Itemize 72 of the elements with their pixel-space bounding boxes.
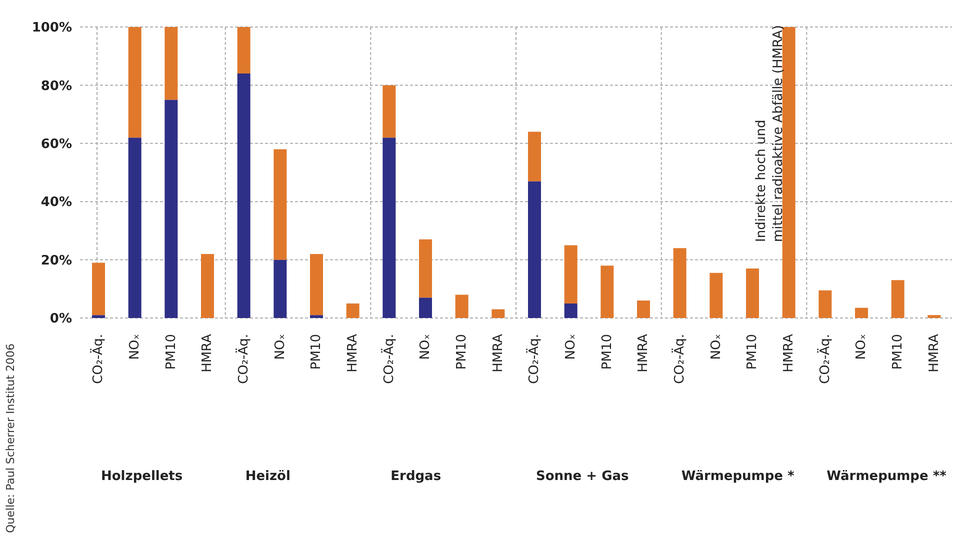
bar [891, 280, 904, 318]
bar [528, 181, 541, 318]
bar [564, 303, 578, 318]
x-tick-label: NOₓ [272, 334, 288, 360]
bar [310, 315, 323, 318]
y-tick-label: 60% [40, 137, 72, 152]
y-tick-label: 100% [32, 20, 72, 36]
bar [600, 266, 614, 318]
bar [346, 303, 360, 318]
bar [382, 85, 396, 138]
bar [237, 74, 250, 318]
x-tick-label: PM10 [454, 334, 470, 370]
x-tick-label: CO₂-Äq. [380, 334, 397, 384]
bar [673, 248, 686, 318]
x-tick-label: NOₓ [564, 334, 578, 360]
text: Holzpellets [101, 469, 183, 484]
text: Heizöl [245, 469, 290, 484]
x-tick-label: PM10 [600, 334, 615, 370]
bar [782, 27, 796, 318]
x-tick-label: NOₓ [418, 334, 434, 360]
y-tick-label: 80% [40, 78, 72, 94]
x-tick-label: HMRA [200, 334, 216, 372]
bar [274, 260, 287, 318]
x-tick-label: HMRA [782, 334, 796, 372]
bar [201, 254, 214, 318]
bar [128, 138, 142, 318]
bar [164, 100, 178, 318]
bar [419, 239, 432, 298]
annotation: Indirekte hoch und mittel radioaktive Abfälle (HMRA) [754, 25, 786, 242]
y-tick-label: 40% [40, 195, 72, 210]
x-tick-label: HMRA [490, 334, 506, 372]
bar [818, 290, 832, 318]
text: Erdgas [390, 469, 442, 484]
bar [237, 27, 250, 74]
x-tick-label: PM10 [745, 334, 760, 370]
text: Wärmepumpe * [681, 469, 795, 484]
bar [164, 27, 178, 100]
x-tick-label: PM10 [890, 334, 906, 370]
bar [528, 132, 541, 182]
x-tick-label: HMRA [926, 334, 942, 372]
x-tick-label: HMRA [346, 334, 360, 372]
x-tick-label: NOₓ [854, 334, 870, 360]
x-tick-label: NOₓ [128, 334, 142, 360]
bar [928, 315, 941, 318]
bar [382, 138, 396, 318]
bar [710, 272, 723, 318]
x-tick-label: CO₂-Äq. [672, 334, 688, 384]
x-tick-label: NOₓ [708, 334, 724, 360]
bar [128, 27, 142, 138]
text: Wärmepumpe ** [826, 469, 947, 484]
source-note: Quelle: Paul Scherrer Institut 2006 [4, 344, 17, 533]
x-tick-label: PM10 [164, 334, 179, 370]
bar [855, 308, 868, 318]
x-tick-label: PM10 [309, 334, 324, 370]
x-tick-label: CO₂-Äq. [526, 334, 542, 384]
x-tick-label: HMRA [636, 334, 652, 372]
bar [419, 298, 432, 318]
x-tick-label: CO₂-Äq. [236, 334, 252, 384]
bar [274, 149, 287, 260]
bar [310, 254, 323, 316]
bar [492, 309, 505, 318]
text: Sonne + Gas [536, 469, 630, 484]
bar [746, 268, 759, 318]
bar [564, 245, 578, 304]
bar [455, 294, 468, 318]
y-tick-label: 20% [40, 253, 72, 268]
bar [92, 315, 105, 318]
bar [92, 262, 105, 316]
x-tick-label: CO₂-Äq. [816, 334, 833, 384]
y-tick-label: 0% [50, 312, 72, 327]
bar [637, 300, 650, 318]
x-tick-label: CO₂-Äq. [90, 334, 106, 384]
